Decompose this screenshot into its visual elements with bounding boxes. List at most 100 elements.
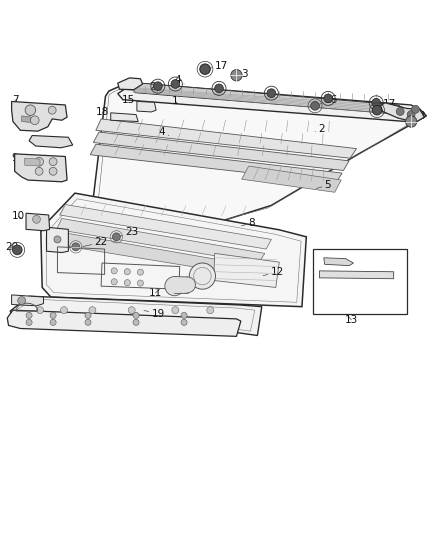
Text: 10: 10 <box>12 211 25 221</box>
Polygon shape <box>52 231 258 276</box>
FancyBboxPatch shape <box>313 249 407 313</box>
Text: 5: 5 <box>316 180 331 190</box>
Circle shape <box>231 70 242 81</box>
Polygon shape <box>93 132 349 171</box>
Polygon shape <box>12 295 43 306</box>
Text: 2: 2 <box>315 124 325 134</box>
Circle shape <box>49 158 57 166</box>
Circle shape <box>50 312 56 318</box>
Polygon shape <box>118 78 143 90</box>
Polygon shape <box>26 213 49 231</box>
Circle shape <box>207 306 214 313</box>
Circle shape <box>85 319 91 326</box>
Circle shape <box>54 236 61 243</box>
Polygon shape <box>57 219 265 263</box>
Circle shape <box>372 106 382 115</box>
Circle shape <box>111 268 117 274</box>
Text: 3: 3 <box>238 69 247 78</box>
Text: 8: 8 <box>241 218 255 228</box>
Circle shape <box>85 312 91 318</box>
Text: 19: 19 <box>144 309 165 319</box>
Text: 15: 15 <box>122 95 140 104</box>
Polygon shape <box>7 310 241 336</box>
Circle shape <box>128 306 135 313</box>
Circle shape <box>396 108 404 116</box>
Circle shape <box>153 82 162 91</box>
Polygon shape <box>21 116 30 123</box>
Circle shape <box>324 94 332 103</box>
Circle shape <box>172 306 179 313</box>
Polygon shape <box>137 101 156 112</box>
Circle shape <box>26 312 32 318</box>
Circle shape <box>311 101 319 110</box>
Circle shape <box>133 312 139 318</box>
Circle shape <box>32 215 40 223</box>
Circle shape <box>89 306 96 313</box>
Circle shape <box>18 297 25 304</box>
Circle shape <box>113 233 120 241</box>
Text: 16: 16 <box>319 95 338 104</box>
Text: 17: 17 <box>206 61 228 71</box>
Text: 7: 7 <box>12 95 18 104</box>
Polygon shape <box>29 135 73 148</box>
Circle shape <box>181 319 187 326</box>
Circle shape <box>60 306 67 313</box>
Circle shape <box>50 319 56 326</box>
Circle shape <box>72 243 80 251</box>
Polygon shape <box>25 158 40 166</box>
Polygon shape <box>96 119 357 158</box>
Text: 3: 3 <box>413 111 424 121</box>
Text: 6: 6 <box>48 139 54 148</box>
Circle shape <box>25 105 35 116</box>
Circle shape <box>189 263 215 289</box>
Circle shape <box>267 89 276 98</box>
Polygon shape <box>14 154 67 182</box>
Polygon shape <box>174 277 187 293</box>
Circle shape <box>407 111 415 118</box>
Circle shape <box>406 116 417 127</box>
Text: 12: 12 <box>263 266 284 277</box>
Circle shape <box>124 269 131 275</box>
Circle shape <box>165 277 184 296</box>
Text: 13: 13 <box>345 313 358 325</box>
Circle shape <box>30 116 39 125</box>
Circle shape <box>35 157 43 166</box>
Circle shape <box>215 84 223 93</box>
Circle shape <box>35 167 43 175</box>
Circle shape <box>111 279 117 285</box>
Polygon shape <box>46 227 68 253</box>
Text: 4: 4 <box>159 127 169 137</box>
Polygon shape <box>118 83 420 122</box>
Text: 11: 11 <box>149 288 162 298</box>
Text: 4: 4 <box>174 75 184 85</box>
Circle shape <box>36 306 43 313</box>
Text: 17: 17 <box>378 99 396 109</box>
Polygon shape <box>60 205 272 249</box>
Polygon shape <box>242 166 341 192</box>
Circle shape <box>48 106 56 114</box>
Polygon shape <box>12 101 67 131</box>
Circle shape <box>12 245 22 255</box>
Circle shape <box>171 79 180 88</box>
Text: 9: 9 <box>12 153 18 163</box>
Polygon shape <box>41 193 306 306</box>
Circle shape <box>180 277 195 293</box>
Polygon shape <box>132 83 407 115</box>
Text: 18: 18 <box>96 107 117 117</box>
Polygon shape <box>381 103 424 123</box>
Circle shape <box>412 106 420 113</box>
Circle shape <box>124 280 131 286</box>
Polygon shape <box>324 258 353 265</box>
Circle shape <box>138 269 144 275</box>
Polygon shape <box>319 271 394 279</box>
Circle shape <box>200 64 210 75</box>
Text: 20: 20 <box>5 242 18 252</box>
Text: 22: 22 <box>83 238 108 247</box>
Polygon shape <box>11 296 262 335</box>
Circle shape <box>49 167 57 175</box>
Circle shape <box>133 319 139 326</box>
Text: 23: 23 <box>120 227 138 237</box>
Polygon shape <box>90 144 342 183</box>
Text: 2: 2 <box>149 82 161 92</box>
Polygon shape <box>214 253 279 287</box>
